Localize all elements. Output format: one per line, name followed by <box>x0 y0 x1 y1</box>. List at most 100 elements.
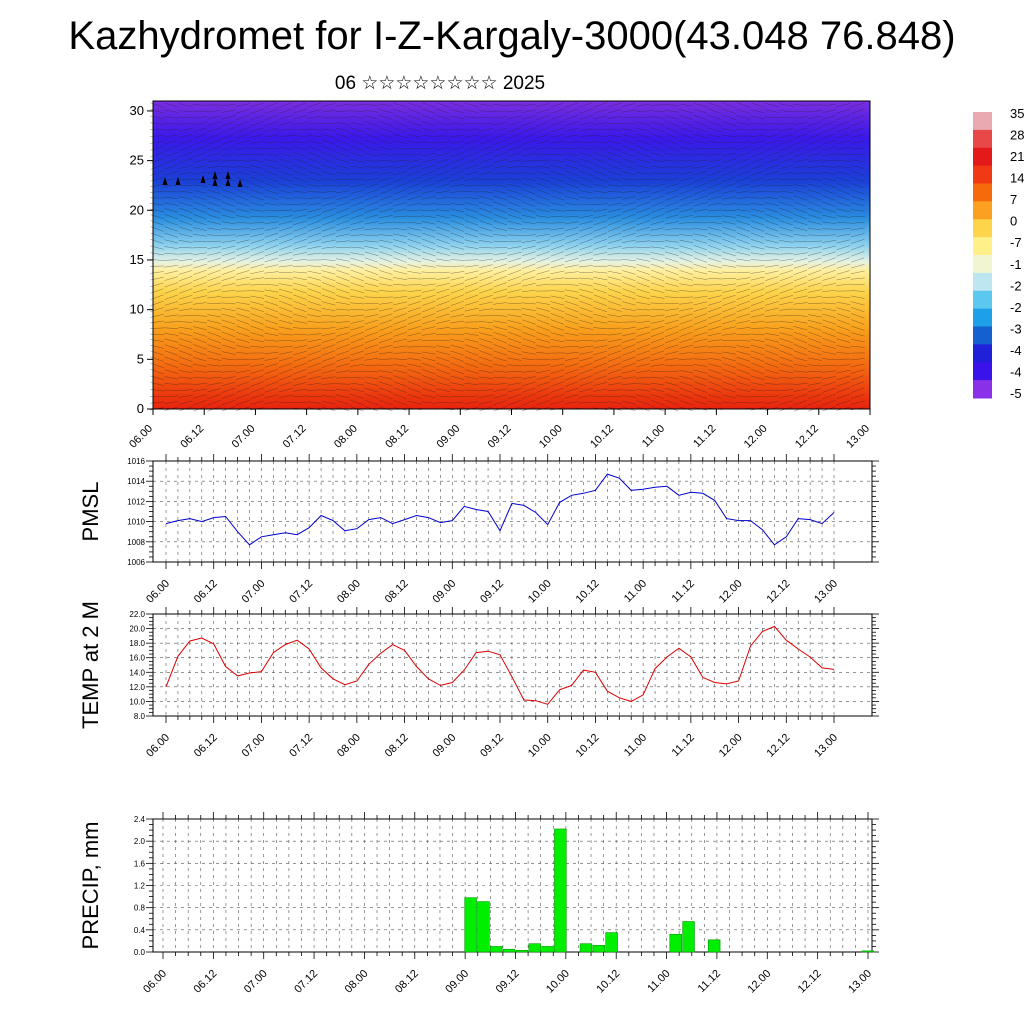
wind-barb <box>321 134 336 138</box>
wind-barb <box>293 158 307 164</box>
wind-barb <box>536 245 550 250</box>
colorbar-label: 14 <box>1010 171 1024 186</box>
wind-barb <box>264 114 279 120</box>
wind-barb <box>379 319 393 325</box>
wind-barb <box>250 301 264 306</box>
wind-barb <box>149 401 165 404</box>
wind-barb <box>350 189 365 194</box>
wind-barb <box>708 170 722 176</box>
wind-barb <box>393 245 407 251</box>
wind-barb <box>307 389 322 391</box>
wind-barb <box>822 370 837 373</box>
wind-barb <box>321 270 336 275</box>
wind-barb <box>765 164 779 170</box>
wind-barb <box>593 339 608 342</box>
wind-barb <box>836 171 851 176</box>
wind-barb <box>693 277 708 280</box>
wind-barb <box>450 375 465 380</box>
wind-barb <box>679 257 693 263</box>
wind-barb <box>578 135 594 137</box>
x-tick-label: 12.12 <box>764 578 792 606</box>
precip-bar <box>477 901 490 953</box>
wind-barb <box>850 325 865 331</box>
wind-barb <box>679 153 694 156</box>
wind-barb <box>507 146 522 151</box>
wind-barb <box>235 370 250 374</box>
wind-barb <box>207 146 221 151</box>
wind-barb <box>793 258 808 262</box>
wind-barb <box>779 389 794 392</box>
wind-barb <box>193 145 207 152</box>
colorbar-segment <box>973 326 992 345</box>
wind-barb <box>650 152 665 157</box>
wind-barb <box>564 227 579 231</box>
wind-barb <box>250 345 265 348</box>
wind-barb <box>493 158 508 163</box>
wind-barb <box>564 127 579 132</box>
colorbar-label: 28 <box>1010 128 1024 143</box>
wind-barb <box>721 203 737 205</box>
wind-barb <box>808 139 822 145</box>
wind-barb <box>550 216 565 218</box>
wind-barb <box>336 363 350 368</box>
arrow-mark <box>225 171 231 179</box>
wind-barb <box>235 215 250 218</box>
wind-barb <box>507 282 522 288</box>
wind-barb <box>593 158 607 164</box>
y-tick-label: 15 <box>130 252 144 267</box>
wind-barb <box>850 202 865 206</box>
wind-barb <box>407 202 422 206</box>
wind-barb <box>564 141 579 143</box>
wind-barb <box>479 226 493 232</box>
wind-barb <box>707 209 722 212</box>
wind-barb <box>736 102 750 108</box>
wind-barb <box>822 189 836 195</box>
wind-barb <box>679 133 693 139</box>
wind-barb <box>464 344 479 350</box>
wind-barb <box>178 145 193 152</box>
wind-barb <box>379 387 393 393</box>
wind-barb <box>178 294 193 300</box>
wind-barb <box>707 400 722 405</box>
wind-barb <box>236 189 250 195</box>
wind-barb <box>564 339 579 342</box>
wind-barb <box>407 346 422 348</box>
wind-barb <box>450 356 464 362</box>
wind-barb <box>836 400 851 405</box>
wind-barb <box>779 201 793 207</box>
wind-barb <box>236 109 250 114</box>
wind-barb <box>236 133 250 139</box>
wind-barb <box>822 393 836 400</box>
wind-barb <box>836 325 851 331</box>
wind-barb <box>207 364 222 367</box>
wind-barb <box>407 257 422 263</box>
wind-barb <box>407 251 422 257</box>
wind-barb <box>507 357 522 361</box>
wind-barb <box>493 214 507 220</box>
wind-barb <box>521 344 536 349</box>
wind-barb <box>779 139 793 145</box>
wind-barb <box>450 282 465 288</box>
wind-barb <box>779 295 793 300</box>
wind-barb <box>779 264 794 269</box>
wind-barb <box>607 375 622 380</box>
wind-barb <box>607 184 622 187</box>
wind-barb <box>421 226 436 232</box>
wind-barb <box>665 146 679 151</box>
wind-barb <box>793 357 808 362</box>
wind-barb <box>622 344 636 350</box>
wind-barb <box>364 269 379 276</box>
wind-barb <box>665 133 679 139</box>
wind-barb <box>221 245 236 250</box>
wind-barb <box>636 220 650 226</box>
wind-barb <box>636 139 650 145</box>
wind-barb <box>193 139 207 145</box>
wind-barb <box>793 320 808 324</box>
wind-barb <box>664 214 679 219</box>
wind-barb <box>722 128 736 132</box>
x-tick-label: 11.00 <box>622 578 649 605</box>
wind-barb <box>565 108 579 114</box>
wind-barb <box>536 352 551 354</box>
wind-barb <box>607 252 622 255</box>
wind-barb <box>436 238 450 244</box>
